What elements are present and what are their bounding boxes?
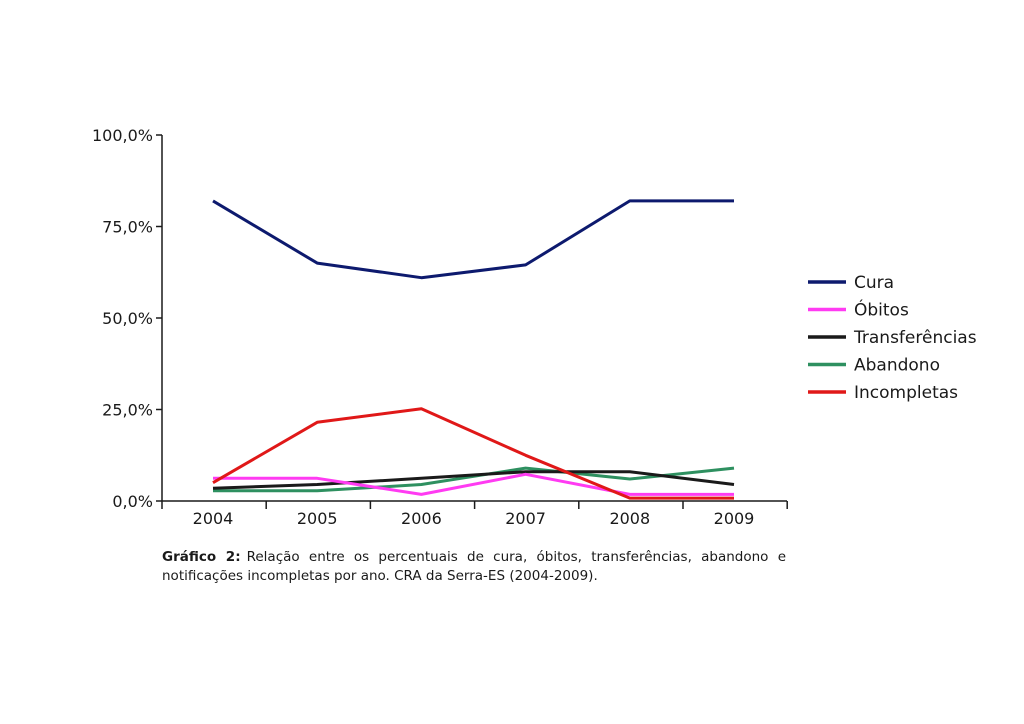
y-axis-ticks: 0,0% 25,0% 50,0% 75,0% 100,0% <box>92 126 162 511</box>
x-tick-label-2004: 2004 <box>193 509 234 528</box>
series-line-3 <box>212 470 735 490</box>
y-tick-label: 75,0% <box>102 218 153 237</box>
caption-text: Relação entre os percentuais de cura, ób… <box>162 549 786 584</box>
chart-legend: Cura Óbitos Transferências Abandono Incomple… <box>808 273 977 403</box>
y-tick-label: 100,0% <box>92 126 153 145</box>
caption-title: Gráfico 2: <box>162 549 241 565</box>
legend-label-3: Transferências <box>853 328 977 348</box>
series-line-5 <box>212 407 734 500</box>
legend-label-1: Cura <box>854 273 894 293</box>
y-tick-label: 50,0% <box>102 309 153 328</box>
x-tick-label-2005: 2005 <box>297 509 338 528</box>
x-tick-label-2009: 2009 <box>714 509 755 528</box>
series-line-2 <box>213 472 734 496</box>
figure-caption: Gráfico 2: Relação entre os percentuais d… <box>162 548 786 586</box>
x-tick-label-2006: 2006 <box>401 509 442 528</box>
chart-axes <box>161 135 787 502</box>
legend-label-2: Óbitos <box>854 299 909 321</box>
legend-label-4: Abandono <box>854 356 940 376</box>
y-tick-label: 0,0% <box>112 492 153 511</box>
x-tick-label-2008: 2008 <box>609 509 650 528</box>
x-tick-label-2007: 2007 <box>505 509 546 528</box>
series-lines <box>212 199 735 500</box>
y-tick-label: 25,0% <box>102 401 153 420</box>
legend-label-5: Incompletas <box>854 383 958 403</box>
x-axis-ticks: 2004 2005 2006 2007 2008 2009 <box>161 501 788 528</box>
series-line-1 <box>212 199 734 280</box>
